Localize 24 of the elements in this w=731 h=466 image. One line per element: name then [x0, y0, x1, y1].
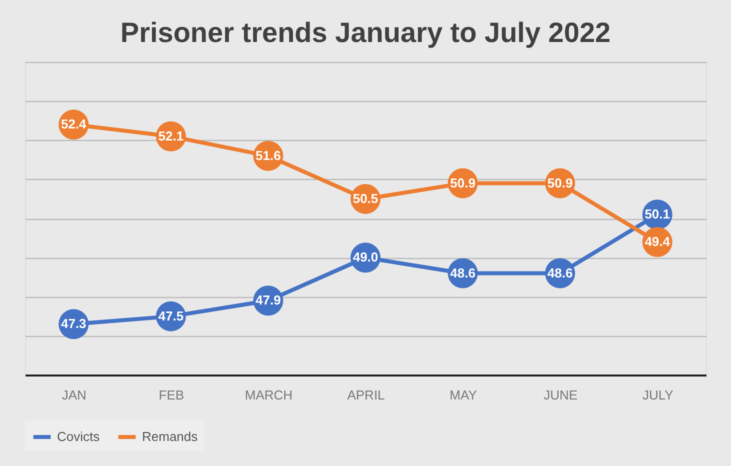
data-label: 49.0: [352, 250, 378, 265]
x-tick-label: APRIL: [347, 388, 385, 402]
x-tick-label: MAY: [450, 388, 478, 402]
data-label: 50.5: [352, 190, 378, 206]
data-label: 48.6: [450, 265, 476, 280]
x-tick-label: JUNE: [544, 388, 578, 402]
x-tick-label: MARCH: [244, 388, 293, 402]
data-label: 47.3: [60, 316, 86, 332]
data-label: 51.6: [256, 148, 281, 163]
x-tick-label: JULY: [642, 388, 674, 402]
data-label: 50.9: [450, 175, 476, 190]
data-label: 52.4: [60, 116, 88, 132]
data-label: 47.5: [158, 308, 184, 324]
x-tick-label: JAN: [62, 388, 86, 402]
legend-label: Remands: [142, 429, 198, 444]
data-label: 52.1: [158, 128, 184, 144]
x-tick-label: FEB: [158, 388, 184, 402]
data-label: 50.1: [644, 206, 670, 222]
data-label: 48.6: [547, 265, 573, 280]
data-label: 47.9: [256, 292, 281, 308]
chart-title: Prisoner trends January to July 2022: [120, 17, 611, 48]
data-label: 49.4: [644, 234, 671, 249]
legend-label: Covicts: [57, 429, 100, 444]
data-label: 50.9: [547, 175, 573, 190]
